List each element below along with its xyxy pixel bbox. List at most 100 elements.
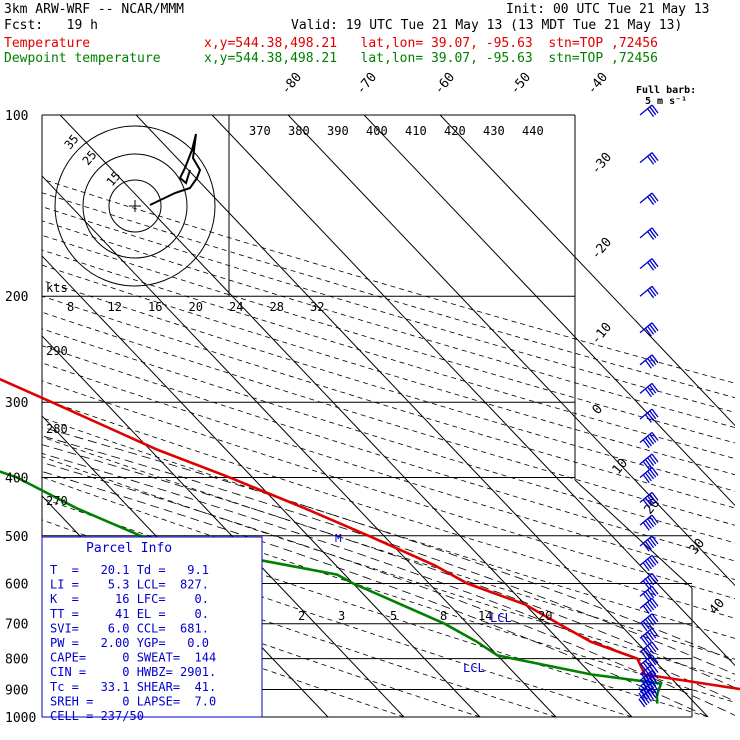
init-time: Init: 00 UTC Tue 21 May 13 [506,2,710,17]
temp-tick--10: -10 [589,320,616,348]
pressure-label-100: 100 [5,109,28,124]
isotherm-30 [287,115,735,587]
pressure-label-1000: 1000 [5,711,36,726]
kts-label: kts [46,281,68,295]
wind-barb-140 [639,192,659,205]
mixing-ratio-20: 20 [538,609,552,623]
wind-barb-290 [639,382,659,398]
temp-tick-10: 10 [610,456,632,478]
isotherm--30 [42,335,405,717]
parcel-row: SVI= 6.0 CCL= 681. [50,621,209,635]
hodo-ring-label-15: 15 [104,169,124,189]
parcel-info-box: Parcel Info T = 20.1 Td = 9.1LI = 5.3 LCL… [41,536,263,723]
speed-tick-8: 8 [67,300,74,314]
pressure-label-600: 600 [5,577,28,592]
lcl-label-upper: LCL [490,611,512,625]
parcel-row: CIN = 0 HWBZ= 2901. [50,665,216,679]
valid-time: Valid: 19 UTC Tue 21 May 13 (13 MDT Tue … [291,18,683,33]
dewpoint-legend: Dewpoint temperature [4,51,161,66]
pressure-label-200: 200 [5,290,28,305]
temp-tick--70: -70 [354,70,381,98]
pressure-label-900: 900 [5,683,28,698]
hodo-ring-label-25: 25 [80,148,100,168]
theta-tick-420: 420 [444,124,466,138]
dry-adiabat [42,380,735,600]
wind-barb-350 [639,432,659,449]
m-marker: M [335,532,342,545]
mixing-ratio-14: 14 [478,609,492,623]
isotherm--20 [42,255,481,717]
profile-layer [0,377,740,704]
parcel-row: Tc = 33.1 SHEAR= 41. [50,680,216,694]
temperature-legend: Temperature [4,36,91,51]
isotherm-0 [59,115,633,717]
dry-adiabat [42,345,735,562]
hodo-ring-0 [108,179,162,233]
theta-tick-410: 410 [405,124,427,138]
label-layer: 100 200 300 400 500 600 700 800 900 1000 -80 -70 -60… [5,70,728,726]
parcel-row: CAPE= 0 SWEAT= 144 [50,651,216,665]
dry-adiabat [42,234,735,444]
wind-barb-260 [639,354,659,369]
temp-tick--80: -80 [279,70,306,98]
wind-barb-630 [639,585,659,602]
dry-adiabat [42,192,735,399]
temp-tick-40: 40 [707,596,729,618]
temperature-location: x,y=544.38,498.21 lat,lon= 39.07, -95.63… [204,36,658,51]
wind-barb-160 [639,227,659,240]
wind-barb-230 [639,322,659,337]
wind-barb-660 [639,597,659,614]
wind-barb-180 [639,258,659,271]
hodograph-trace [149,133,202,206]
parcel-row: TT = 41 EL = 0. [50,607,209,621]
speed-tick-28: 28 [270,300,284,314]
pressure-label-700: 700 [5,618,28,633]
theta-tick-390: 390 [327,124,349,138]
side-theta-290: 290 [46,344,68,358]
hodo-ring-1 [82,153,188,259]
parcel-row: LI = 5.3 LCL= 827. [50,578,209,592]
wind-barb-520 [639,535,659,552]
isotherm-10 [135,115,709,717]
side-theta-270: 270 [46,494,68,508]
dry-adiabat [42,279,735,492]
theta-tick-440: 440 [522,124,544,138]
mixing-ratio-8: 8 [440,609,447,623]
dry-adiabat [42,398,735,619]
wind-barbs: Full barb: 5 m s⁻¹ [636,85,696,708]
temp-tick--60: -60 [432,70,459,98]
temperature-profile [0,377,740,691]
speed-tick-12: 12 [108,300,122,314]
dry-adiabat [42,249,735,460]
pressure-label-400: 400 [5,471,28,486]
model-title: 3km ARW-WRF -- NCAR/MMM [4,2,185,17]
right-axis-lower [574,479,693,589]
parcel-row: K = 16 LFC= 0. [50,592,209,606]
theta-tick-370: 370 [249,124,271,138]
dry-adiabat [42,497,709,717]
speed-tick-20: 20 [189,300,203,314]
wind-barb-120 [639,152,659,165]
hodo-ring-2 [54,125,216,287]
dewpoint-profile [0,470,663,704]
wind-barb-320 [639,408,659,423]
temp-tick--50: -50 [508,70,535,98]
dry-adiabat [42,295,735,509]
dry-adiabat [42,328,735,544]
parcel-title: Parcel Info [86,541,172,556]
theta-tick-380: 380 [288,124,310,138]
wind-barb-380 [639,453,659,470]
wind-barb-480 [639,514,659,531]
pressure-label-800: 800 [5,653,28,668]
mixing-ratio-2: 2 [298,609,305,623]
dry-adiabat [42,456,735,681]
temp-tick--40: -40 [585,70,612,98]
dewpoint-location: x,y=544.38,498.21 lat,lon= 39.07, -95.63… [204,51,658,66]
parcel-row: SREH = 0 LAPSE= 7.0 [50,694,216,708]
isotherm--10 [42,175,557,717]
speed-tick-24: 24 [229,300,243,314]
wind-barb-440 [639,491,659,508]
parcel-row: PW = 2.00 YGP= 0.0 [50,636,209,650]
